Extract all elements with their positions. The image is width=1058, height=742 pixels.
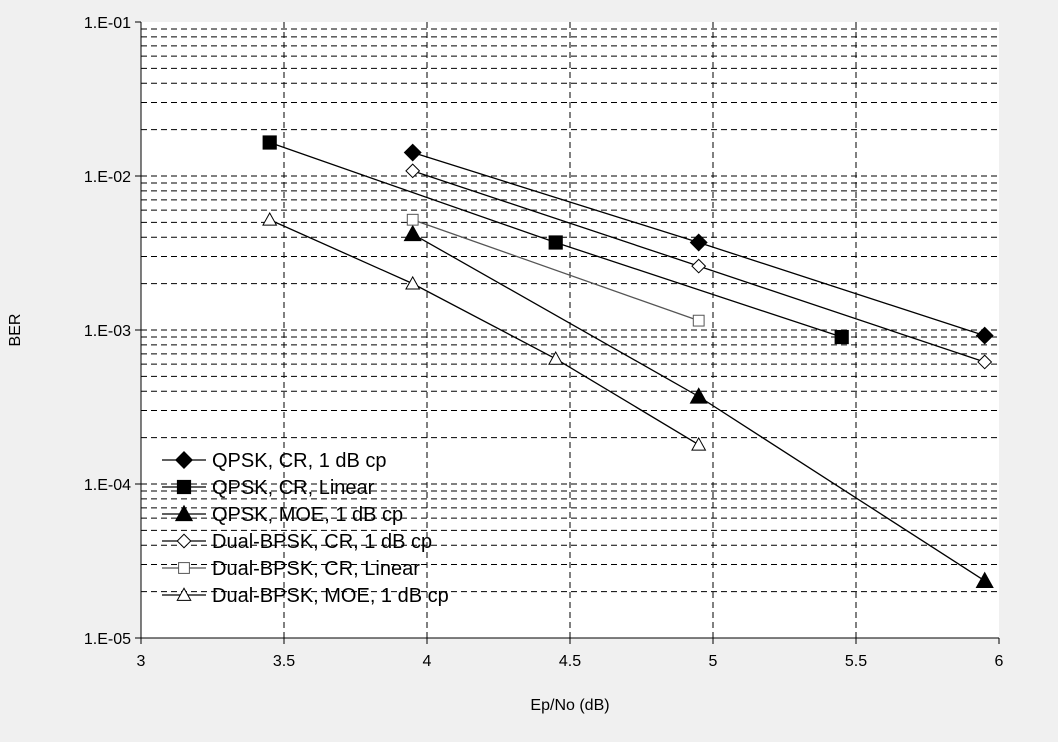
data-point [548,235,563,250]
data-point [406,213,419,226]
legend-label: QPSK, CR, Linear [212,477,375,499]
series-2 [262,135,849,345]
legend-marker [175,451,193,469]
y-axis-title: BER [7,314,24,347]
x-tick-label: 5 [709,653,718,670]
data-point [692,314,705,327]
data-point [691,436,707,451]
legend-item: QPSK, CR, 1 dB cp [162,450,387,472]
grid [141,22,999,638]
legend-item: Dual-BPSK, CR, Linear [162,558,420,580]
x-tick-label: 3.5 [273,653,295,670]
y-tick-label: 1.E-01 [84,15,131,32]
data-point [262,135,277,150]
data-point [977,354,993,370]
series-1 [403,143,994,345]
y-tick-label: 1.E-05 [84,631,131,648]
data-point [262,211,278,226]
legend-item: QPSK, CR, Linear [162,477,375,499]
y-tick-label: 1.E-03 [84,323,131,340]
data-point [405,275,421,290]
legend-marker [176,587,192,601]
series-line [412,219,699,322]
legend-marker [178,562,190,574]
y-tick-label: 1.E-04 [84,477,131,494]
x-tick-label: 4 [423,653,432,670]
legend-marker [176,533,192,549]
data-point [975,326,994,345]
legend-label: QPSK, MOE, 1 dB cp [212,504,403,526]
x-tick-label: 5.5 [845,653,867,670]
x-tick-label: 6 [995,653,1004,670]
series-3 [403,224,994,588]
legend-item: Dual-BPSK, CR, 1 dB cp [162,531,432,553]
data-point [975,571,994,588]
x-tick-label: 3 [137,653,146,670]
data-point [548,351,564,365]
legend-label: Dual-BPSK, MOE, 1 dB cp [212,585,449,607]
x-tick-label: 4.5 [559,653,581,670]
data-point [834,329,849,345]
series-line [269,219,700,446]
data-point [405,163,421,179]
series-6 [262,211,707,451]
data-point [403,224,422,242]
axes: 1.E-05 1.E-04 1.E-03 1.E-02 1.E-01 3 3.5 4 4.5 5 5… [84,15,1004,670]
data-point [403,143,422,162]
legend-label: QPSK, CR, 1 dB cp [212,450,387,472]
data-point [689,233,708,252]
y-tick-label: 1.E-02 [84,169,131,186]
legend-label: Dual-BPSK, CR, Linear [212,558,420,580]
series-layer [262,135,994,588]
legend-item: Dual-BPSK, MOE, 1 dB cp [162,585,449,607]
data-point [689,387,708,404]
legend-marker [176,479,192,495]
legend-marker [174,504,194,522]
series-4 [405,163,993,370]
series-5 [406,213,705,327]
legend-item: QPSK, MOE, 1 dB cp [162,504,403,526]
legend-label: Dual-BPSK, CR, 1 dB cp [212,531,432,553]
data-point [691,258,707,274]
legend: QPSK, CR, 1 dB cp QPSK, CR, Linear QPSK, M… [162,450,449,607]
x-axis-title: Ep/No (dB) [530,697,609,714]
